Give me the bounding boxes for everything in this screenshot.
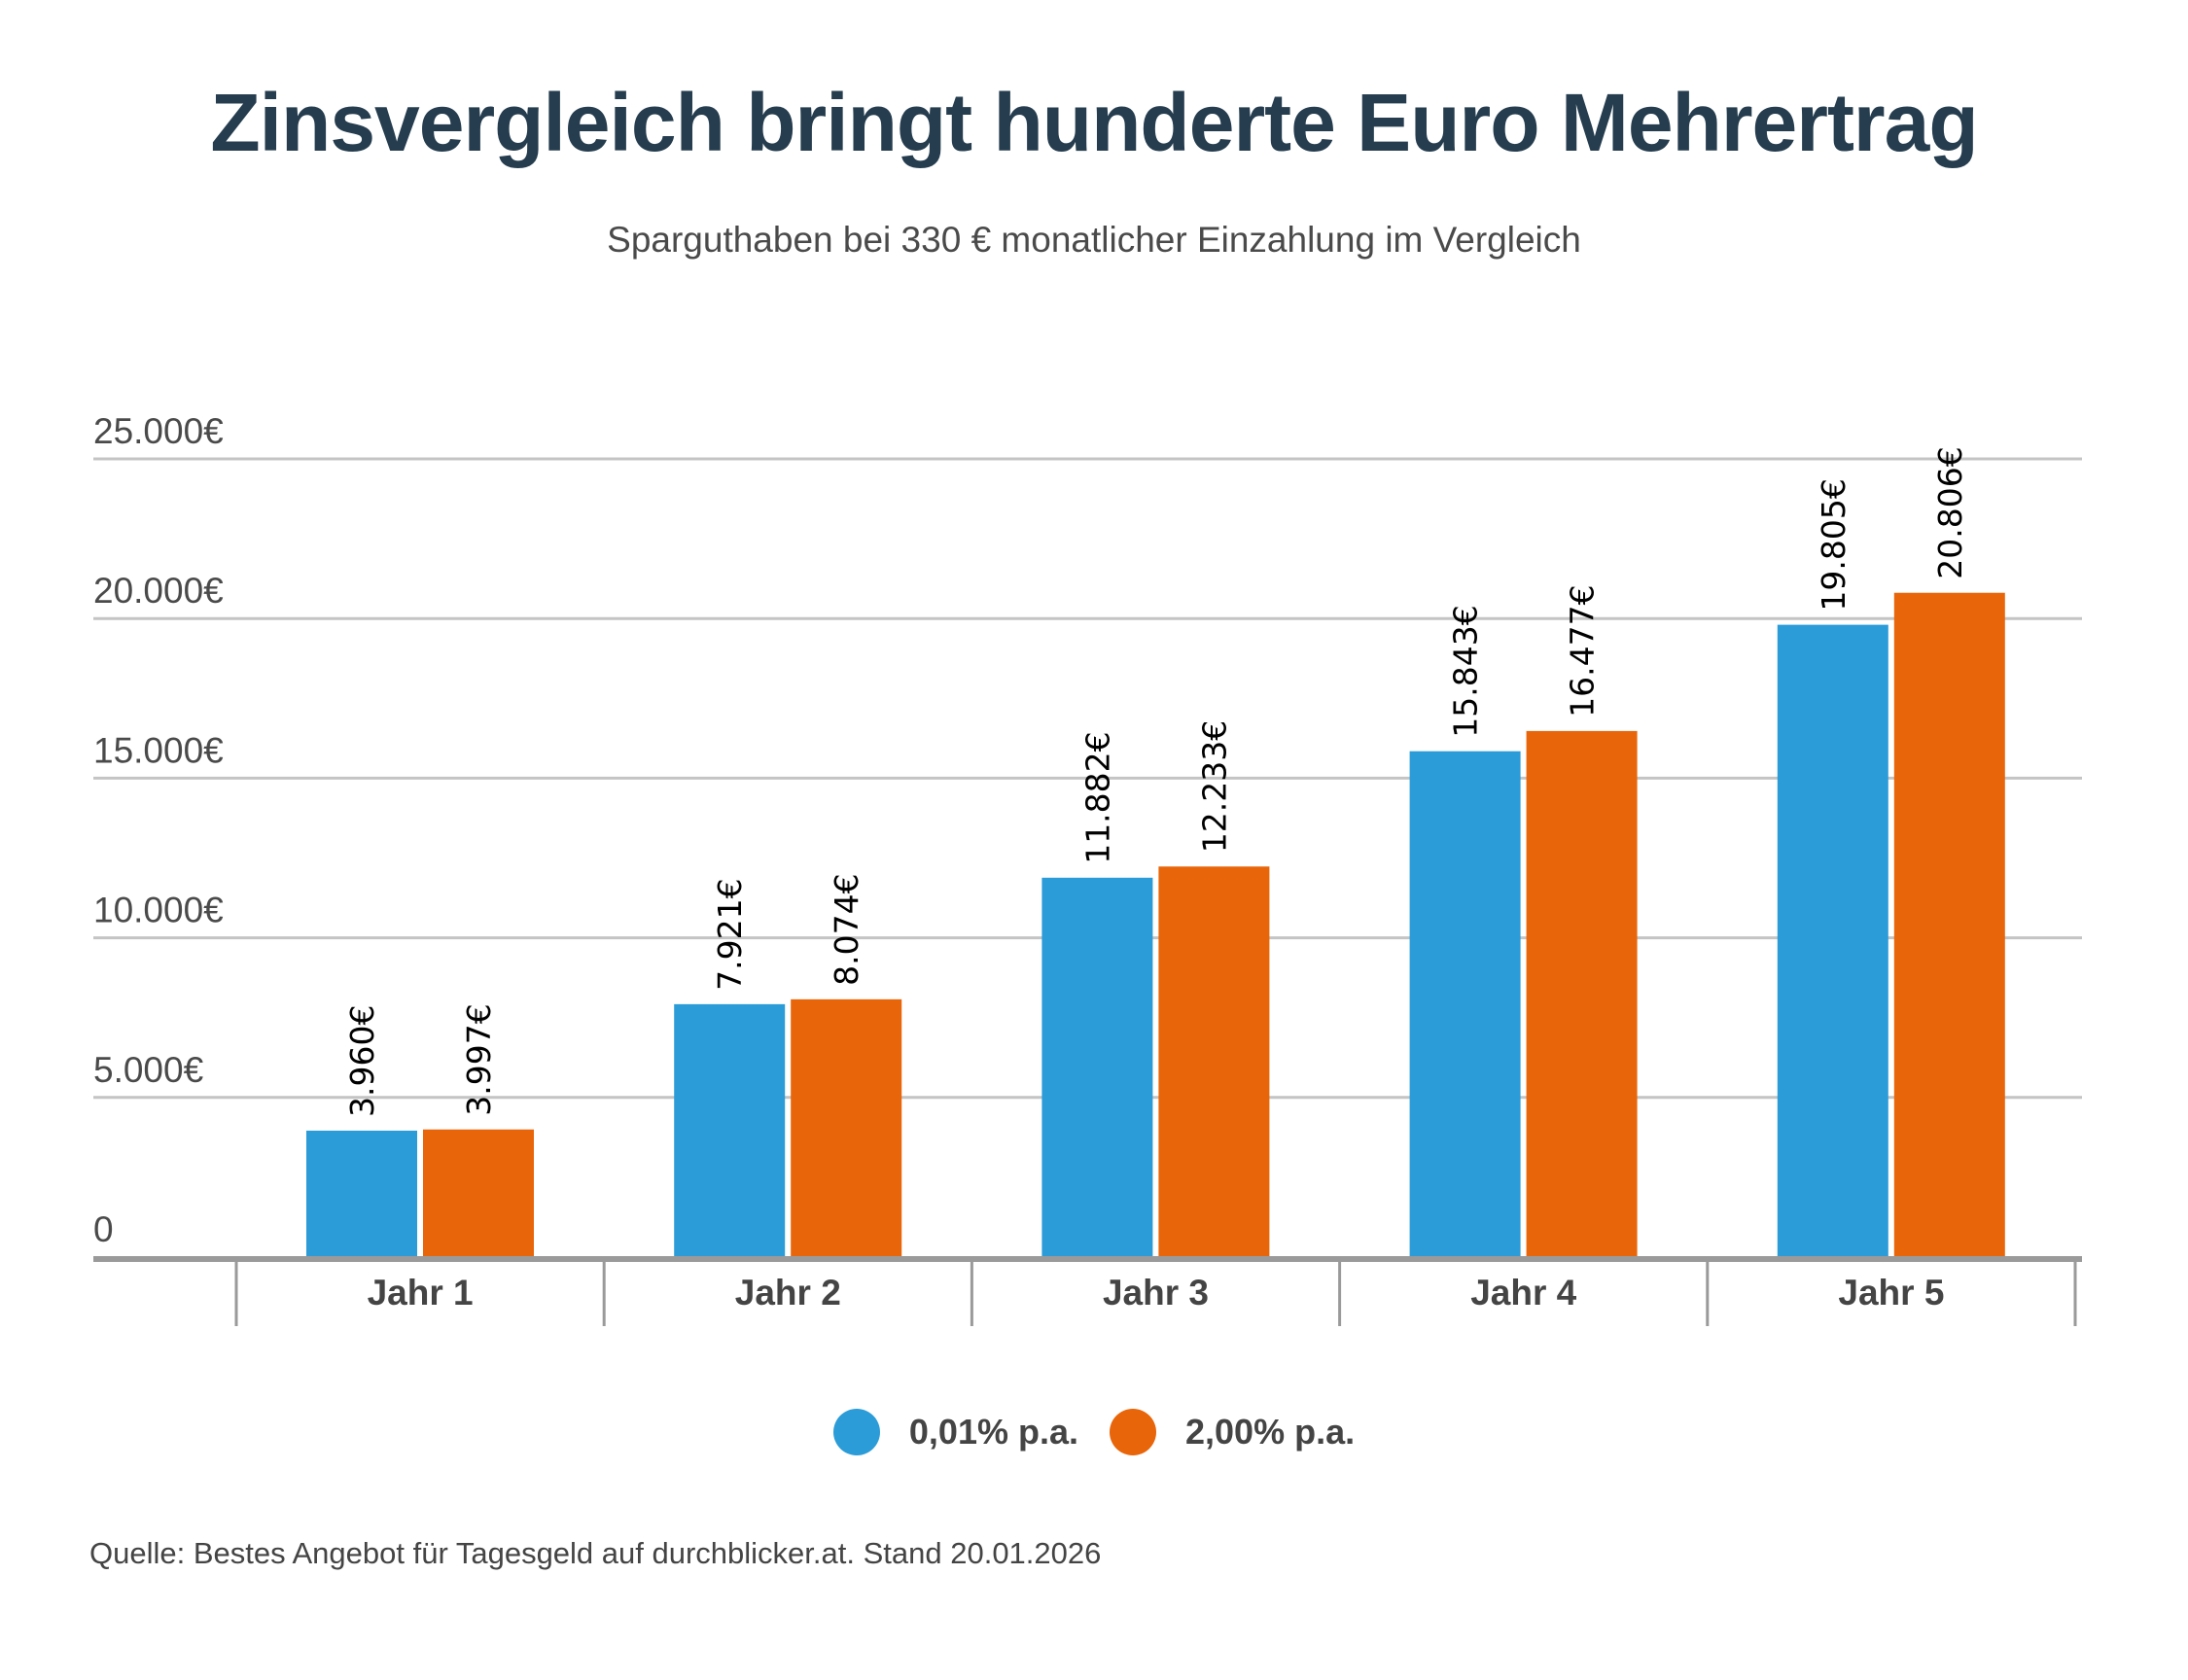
data-labels: 3.960€ 3.997€ 7.921€ 8.074€ 11.882€ 12.233€ 15… [343, 446, 1969, 1117]
data-label: 11.882€ [1078, 731, 1116, 863]
bar-series-1 [791, 998, 902, 1257]
bar-series-0 [306, 1130, 417, 1257]
y-tick-label: 25.000€ [93, 411, 224, 451]
bar-series-0 [1409, 751, 1521, 1257]
legend-label: 2,00% p.a. [1185, 1412, 1356, 1452]
y-tick-label: 10.000€ [93, 891, 224, 930]
chart-subtitle: Sparguthaben bei 330 € monatlicher Einza… [607, 220, 1581, 260]
data-label: 15.843€ [1447, 605, 1485, 737]
legend-item-series-0[interactable]: 0,01% p.a. [832, 1409, 1078, 1455]
legend-swatch-blue-circle-icon [832, 1409, 880, 1455]
data-label: 7.921€ [711, 878, 749, 990]
bar-series-1 [1893, 592, 2005, 1257]
data-label: 19.805€ [1815, 478, 1853, 611]
chart-title: Zinsvergleich bringt hunderte Euro Mehre… [210, 77, 1978, 168]
bar-series-1 [1158, 866, 1270, 1257]
legend: 0,01% p.a. 2,00% p.a. [0, 1409, 2188, 1455]
x-tick-label: Jahr 3 [1103, 1273, 1209, 1312]
x-tick-label: Jahr 4 [1470, 1273, 1576, 1312]
y-tick-label: 5.000€ [93, 1050, 204, 1090]
y-tick-label: 20.000€ [93, 571, 224, 611]
bar-series-1 [423, 1129, 534, 1257]
data-label: 16.477€ [1564, 584, 1602, 717]
data-label: 12.233€ [1195, 720, 1233, 853]
data-label: 20.806€ [1931, 446, 1969, 578]
x-tick-label: Jahr 2 [735, 1273, 841, 1312]
data-label: 8.074€ [828, 873, 865, 985]
data-label: 3.960€ [343, 1004, 381, 1116]
x-axis [93, 1256, 2082, 1326]
x-tick-label: Jahr 5 [1838, 1273, 1944, 1312]
bar-series-1 [1526, 730, 1638, 1257]
x-tick-label: Jahr 1 [368, 1273, 474, 1312]
source-note: Quelle: Bestes Angebot für Tagesgeld auf… [89, 1536, 1102, 1570]
legend-label: 0,01% p.a. [908, 1412, 1078, 1452]
bar-series-0 [674, 1003, 786, 1257]
y-tick-label: 0 [93, 1209, 114, 1249]
bars [306, 592, 2005, 1257]
bar-series-0 [1777, 624, 1888, 1257]
x-axis-ticks: Jahr 1 Jahr 2 Jahr 3 Jahr 4 Jahr 5 [368, 1273, 1945, 1312]
legend-item-series-1[interactable]: 2,00% p.a. [1110, 1409, 1355, 1455]
bar-series-0 [1041, 877, 1153, 1257]
y-tick-label: 15.000€ [93, 730, 224, 770]
data-label: 3.997€ [460, 1003, 498, 1115]
legend-swatch-orange-circle-icon [1110, 1409, 1156, 1455]
y-axis-ticks: 0 5.000€ 10.000€ 15.000€ 20.000€ 25.000€ [93, 411, 224, 1249]
